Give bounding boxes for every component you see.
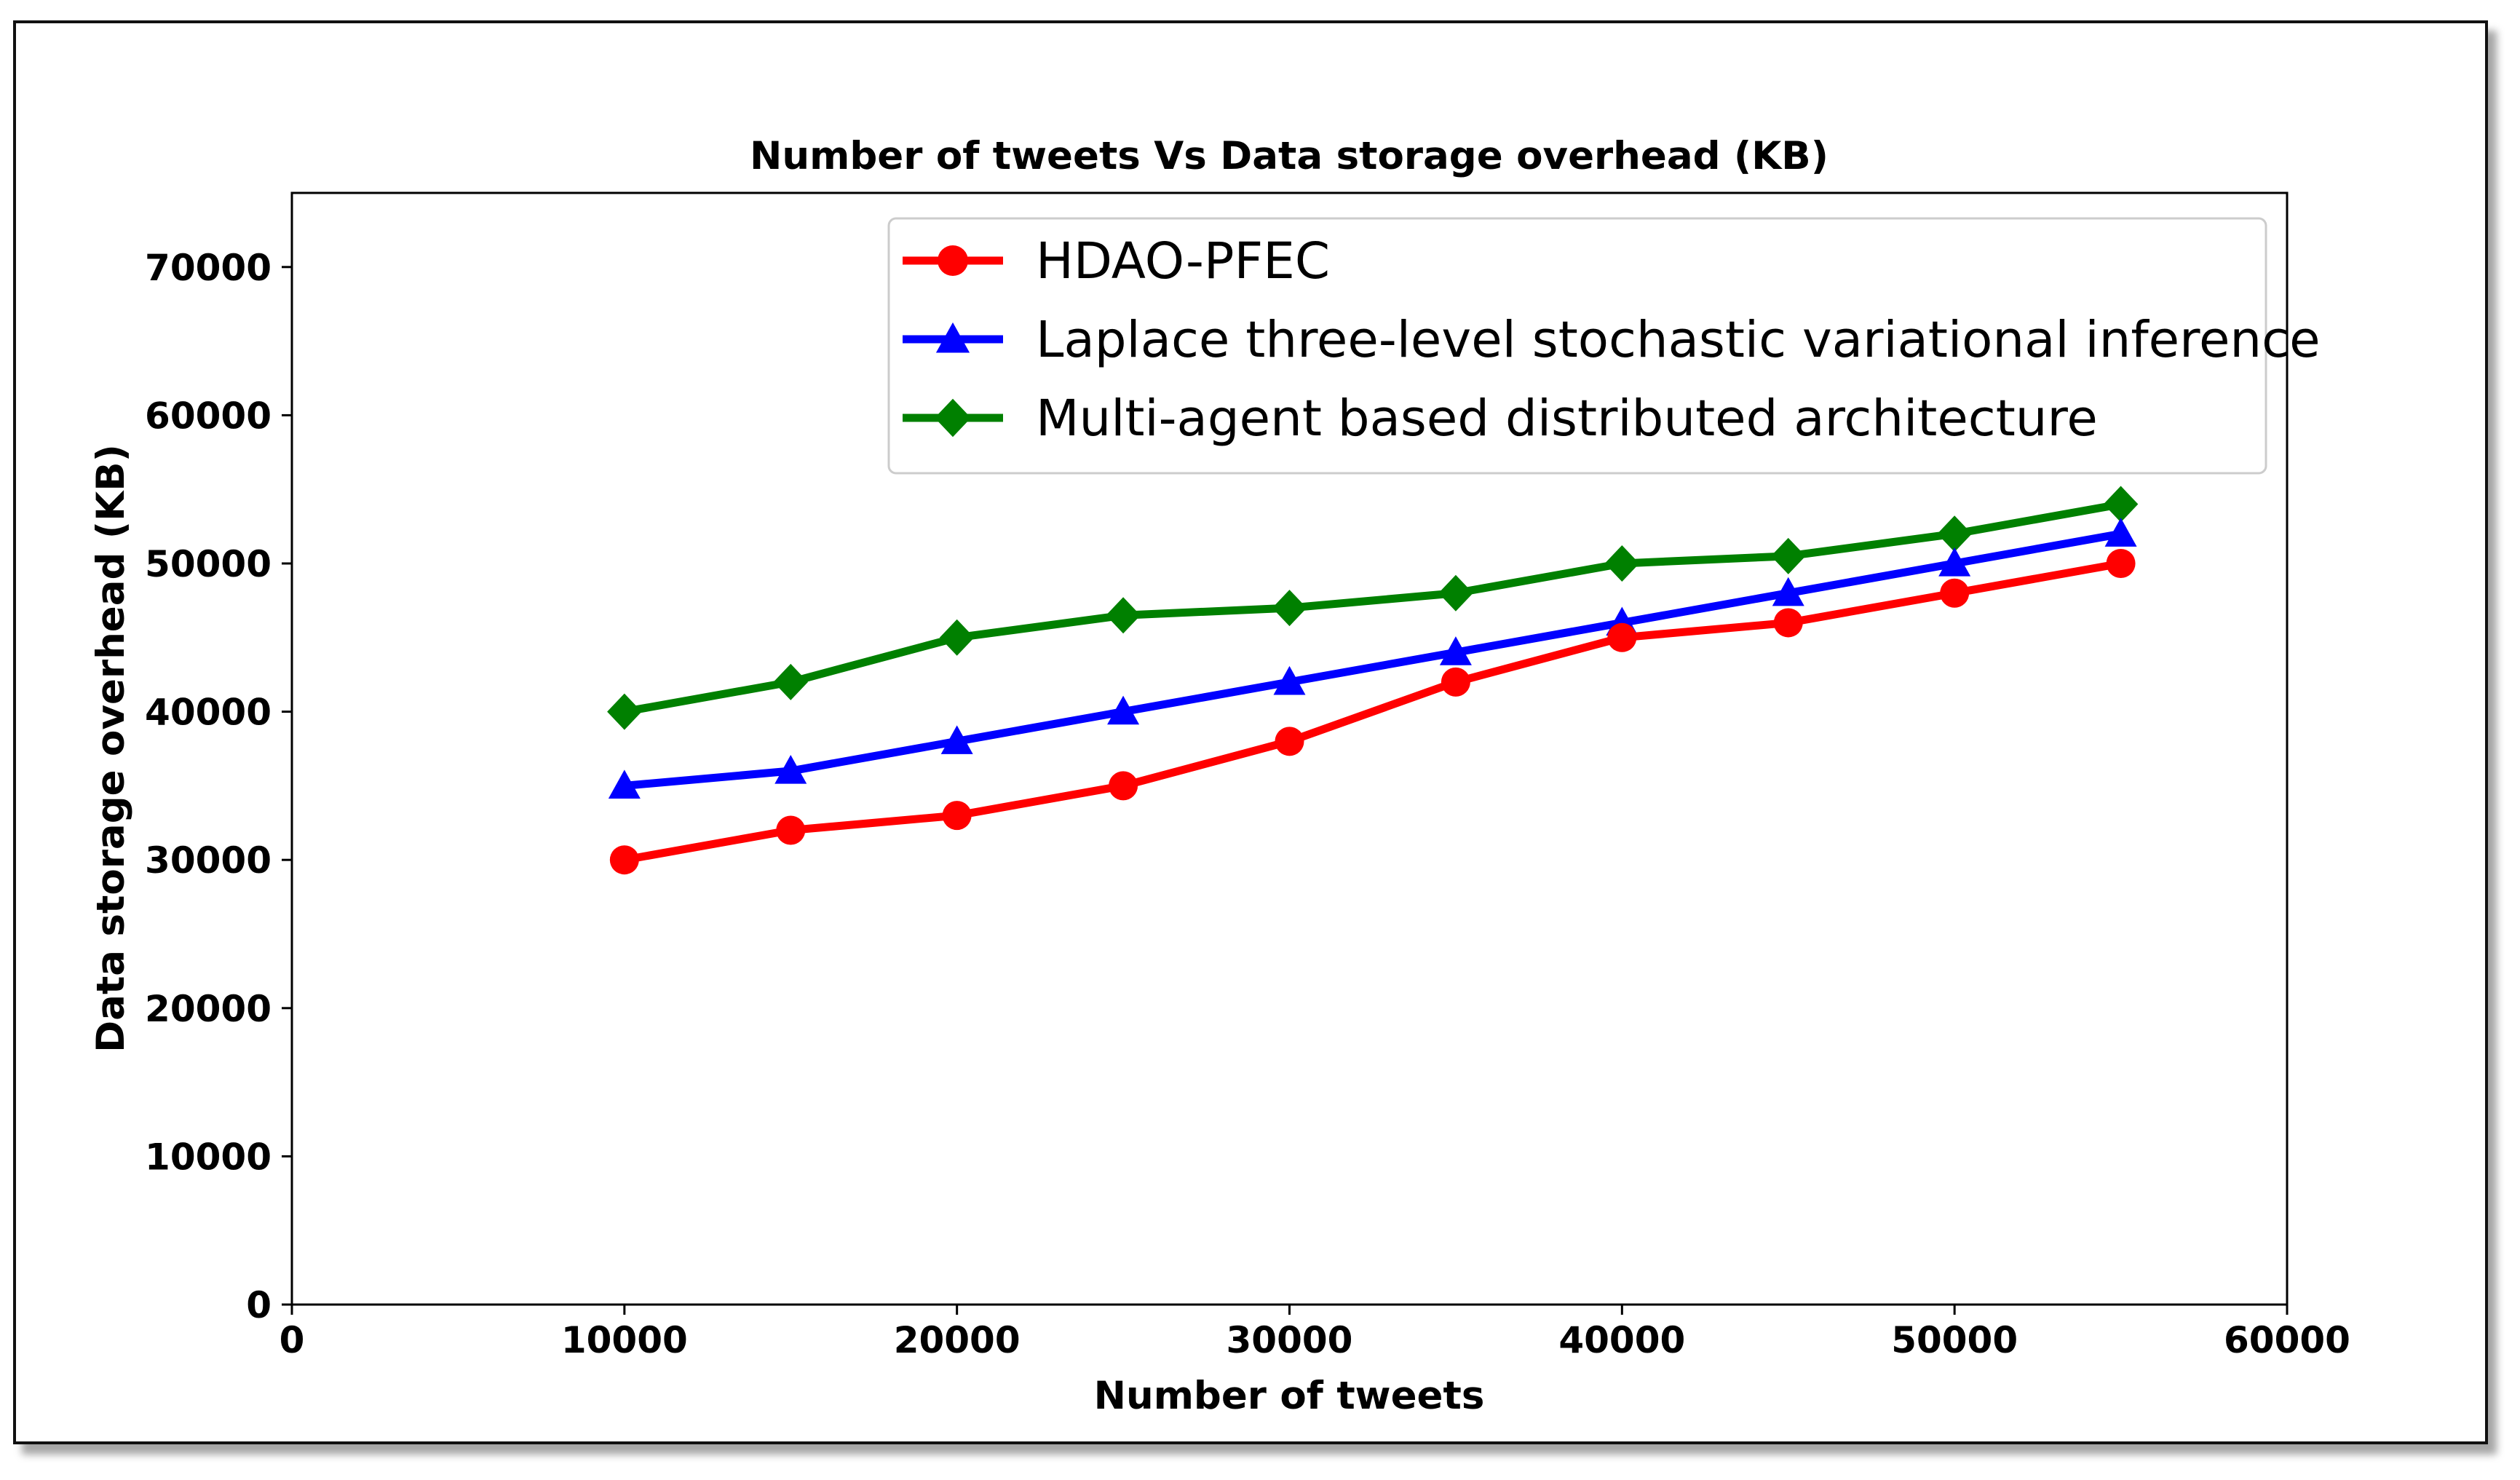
data-point <box>1938 547 1971 577</box>
y-tick-label: 40000 <box>145 692 272 734</box>
data-point <box>1438 574 1473 612</box>
data-point <box>1441 667 1470 697</box>
legend-item: Multi-agent based distributed architectu… <box>903 389 2098 448</box>
series-line <box>623 559 2122 864</box>
x-tick-label: 30000 <box>1227 1319 1353 1361</box>
chart-title: Number of tweets Vs Data storage overhea… <box>750 134 1828 178</box>
x-axis-label: Number of tweets <box>1094 1374 1485 1418</box>
data-point <box>2103 486 2139 523</box>
legend-label: HDAO-PFEC <box>1036 232 1330 290</box>
data-point <box>1772 577 1804 606</box>
data-point <box>1439 636 1472 665</box>
x-tick-label: 20000 <box>894 1319 1021 1361</box>
x-axis: 0 10000 20000 30000 40000 50000 60000 <box>280 1305 2350 1361</box>
y-tick-label: 50000 <box>145 543 272 585</box>
data-point <box>1937 515 1972 553</box>
data-point <box>1106 597 1141 634</box>
x-tick-label: 60000 <box>2224 1319 2350 1361</box>
data-point <box>1273 665 1306 695</box>
series-layer <box>607 486 2139 875</box>
series-line <box>624 529 2122 790</box>
legend-label: Multi-agent based distributed architectu… <box>1036 389 2098 448</box>
data-point <box>774 755 807 784</box>
data-point <box>1607 622 1637 652</box>
data-point <box>2104 518 2137 547</box>
data-point <box>940 725 973 754</box>
legend-marker <box>938 245 968 276</box>
data-point <box>1107 695 1140 725</box>
data-point <box>773 663 808 700</box>
y-tick-label: 0 <box>246 1284 272 1326</box>
y-axis-label: Data storage overhead (KB) <box>89 444 133 1053</box>
series-diamond <box>607 486 2139 730</box>
y-tick-label: 20000 <box>145 988 272 1030</box>
data-point <box>939 619 975 656</box>
legend-marker <box>935 398 971 438</box>
data-point <box>2106 549 2136 578</box>
data-point <box>607 693 642 730</box>
legend-item: HDAO-PFEC <box>903 232 1330 290</box>
data-point <box>1109 771 1138 801</box>
series-circle <box>609 549 2136 875</box>
data-point <box>942 801 972 831</box>
data-point <box>776 815 806 845</box>
x-tick-label: 0 <box>280 1319 305 1361</box>
legend-marker <box>935 322 970 353</box>
data-point <box>1275 727 1304 756</box>
y-tick-label: 60000 <box>145 395 272 437</box>
x-tick-label: 10000 <box>561 1319 688 1361</box>
legend-box <box>887 217 2267 475</box>
y-tick-label: 10000 <box>145 1136 272 1178</box>
y-axis: 0 10000 20000 30000 40000 50000 60000 70000 <box>145 247 292 1326</box>
legend-item: Laplace three-level stochastic variation… <box>903 311 2321 369</box>
data-point <box>608 769 641 799</box>
legend: HDAO-PFEC Laplace three-level stochastic … <box>887 217 2321 475</box>
x-tick-label: 50000 <box>1891 1319 2018 1361</box>
data-point <box>609 845 639 875</box>
series-line <box>623 500 2122 716</box>
y-tick-label: 30000 <box>145 839 272 882</box>
series-triangle <box>608 518 2137 799</box>
data-point <box>1272 590 1307 627</box>
legend-label: Laplace three-level stochastic variation… <box>1036 311 2321 369</box>
data-point <box>1604 545 1640 582</box>
data-point <box>1773 608 1803 638</box>
y-tick-label: 70000 <box>145 247 272 289</box>
data-point <box>1771 537 1806 574</box>
x-tick-label: 40000 <box>1558 1319 1685 1361</box>
data-point <box>1940 578 1970 608</box>
